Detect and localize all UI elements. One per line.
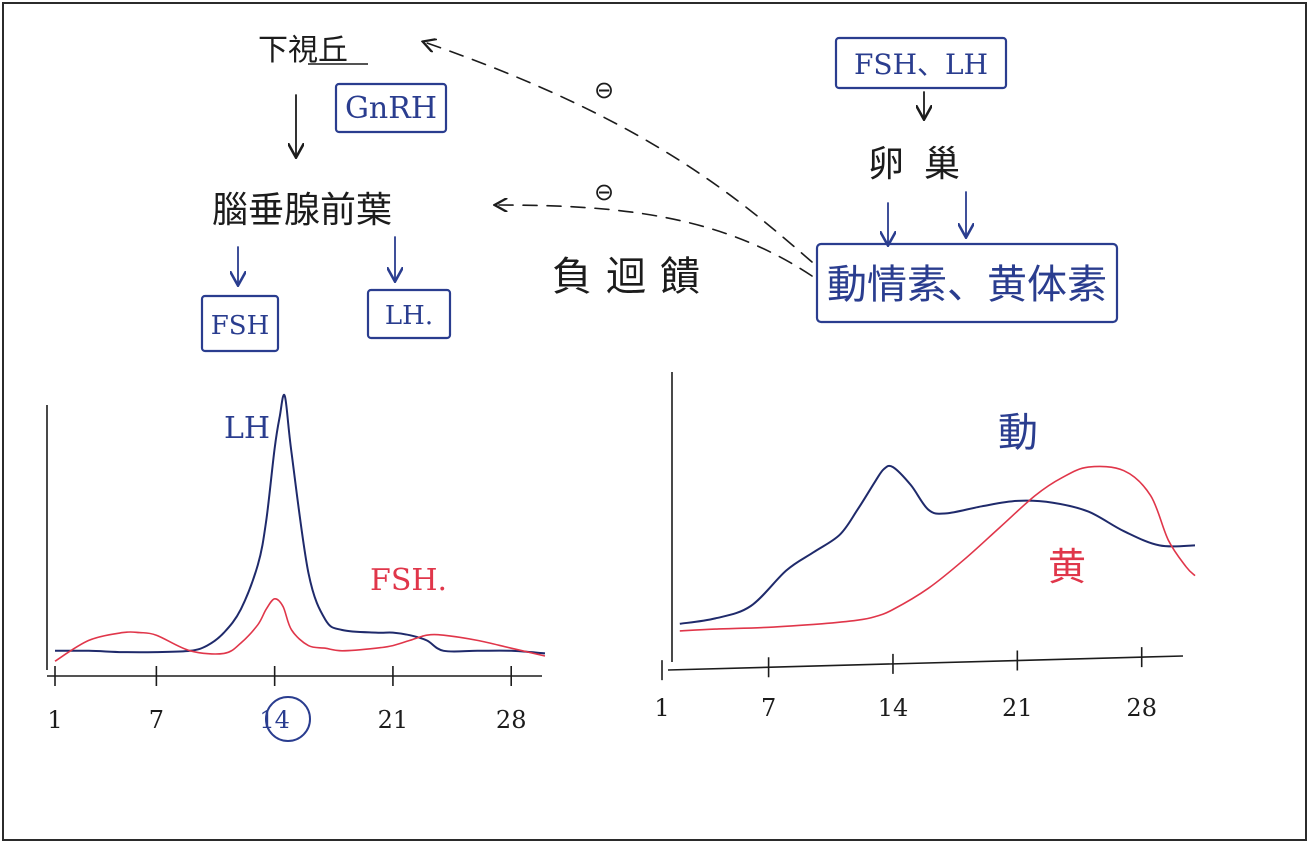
left-chart-x-tick-label-7: 7 [149, 706, 164, 734]
right-chart-x-tick-label-28: 28 [1126, 694, 1157, 722]
left-chart-fsh-series-label: FSH. [370, 563, 447, 598]
left-chart-fsh-line [54, 597, 546, 662]
right-chart-x-tick-label-7: 7 [761, 694, 776, 722]
fsh-lh-box [834, 36, 1008, 90]
right-chart-progesterone-series-label: 黄 [1048, 545, 1086, 589]
hormones-box [815, 242, 1119, 324]
inhibit-sign-top: ⊖ [594, 76, 614, 104]
right-chart-x-tick-label-14: 14 [878, 694, 909, 722]
fsh-box [200, 294, 280, 353]
hypothalamus-label: 下視丘 [258, 33, 348, 68]
fsh-label: FSH [211, 311, 270, 341]
ovary-label: 卵巢 [868, 144, 980, 185]
inhibit-sign-mid: ⊖ [594, 178, 614, 206]
right-chart-estrogen-line [679, 464, 1196, 625]
hormones-label: 動情素、黄体素 [827, 262, 1107, 308]
left-chart-x-tick-label-21: 21 [378, 706, 409, 734]
gnrh-label: GnRH [345, 91, 437, 126]
right-chart-progesterone-line [679, 465, 1196, 632]
right-chart-x-axis [667, 655, 1184, 671]
left-chart-day14-circle [265, 696, 311, 742]
right-chart-x-tick-label-1: 1 [654, 694, 669, 722]
lh-label: LH. [385, 301, 433, 331]
fsh-lh-label: FSH、LH [854, 48, 988, 81]
gnrh-box [334, 82, 448, 134]
left-chart-lh-line [54, 393, 546, 655]
left-chart: 1 7 14 21 28 LH FSH. [46, 393, 546, 742]
lh-box [366, 288, 452, 340]
right-chart: 1 7 14 21 28 動 黄 [654, 372, 1196, 722]
left-chart-x-tick-label-28: 28 [496, 706, 527, 734]
right-chart-x-tick-label-21: 21 [1002, 694, 1033, 722]
feedback-arrow-to-hypothalamus [424, 42, 813, 263]
left-chart-lh-series-label: LH [224, 411, 270, 446]
left-chart-x-tick-label-14: 14 [259, 706, 290, 734]
feedback-arrow-to-pituitary [496, 205, 813, 277]
anterior-pituitary-label: 腦垂腺前葉 [212, 190, 392, 231]
negative-feedback-label: 負迴饋 [552, 254, 714, 300]
right-chart-estrogen-series-label: 動 [998, 410, 1038, 456]
left-chart-x-tick-label-1: 1 [47, 706, 62, 734]
